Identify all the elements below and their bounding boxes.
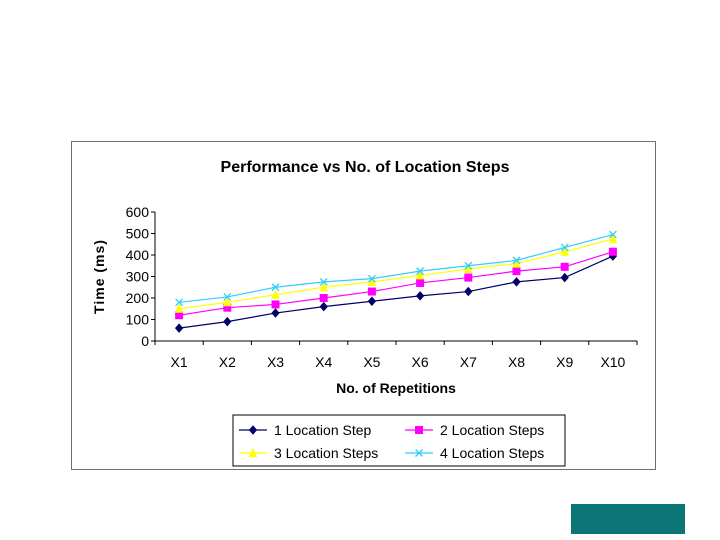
data-point <box>271 300 280 309</box>
y-tick-label: 400 <box>126 247 150 263</box>
y-tick-label: 600 <box>126 204 150 220</box>
legend-box <box>232 414 566 467</box>
data-point <box>560 243 569 252</box>
x-tick-label: X6 <box>412 354 429 370</box>
data-point <box>464 261 473 270</box>
y-tick-label: 300 <box>126 269 150 285</box>
x-tick-label: X3 <box>267 354 284 370</box>
marker-stroke <box>512 256 521 265</box>
y-axis-label: Time (ms) <box>91 239 107 314</box>
data-point <box>512 258 521 268</box>
data-point <box>416 278 425 287</box>
data-point <box>560 262 569 271</box>
data-point <box>319 277 328 286</box>
y-tick-label: 100 <box>126 312 150 328</box>
x-tick-label: X5 <box>363 354 380 370</box>
data-point <box>223 292 232 301</box>
x-tick-label: X7 <box>460 354 477 370</box>
x-tick-label: X9 <box>556 354 573 370</box>
marker-stroke <box>608 230 617 239</box>
data-point <box>319 282 328 292</box>
series-line-3 <box>179 238 614 310</box>
marker-stroke <box>223 292 232 301</box>
data-point <box>464 286 473 297</box>
data-point <box>367 274 376 283</box>
data-point <box>560 272 569 283</box>
chart-container: Performance vs No. of Location Steps 0 10… <box>71 141 656 470</box>
x-tick-label: X10 <box>600 354 625 370</box>
slide-accent-bar <box>571 504 685 534</box>
data-point <box>415 291 425 301</box>
data-point <box>271 289 280 299</box>
marker-stroke <box>175 298 184 307</box>
marker-stroke <box>367 274 376 283</box>
legend-item-2: 2 Location Steps <box>405 422 544 438</box>
legend-item-4: 4 Location Steps <box>405 445 544 461</box>
y-tick-label: 200 <box>126 290 150 306</box>
series-line-2 <box>179 251 614 316</box>
x-tick-label: X8 <box>508 354 525 370</box>
data-point <box>415 270 425 280</box>
legend-item-1: 1 Location Step <box>239 422 372 438</box>
series-line-4 <box>179 233 614 303</box>
x-tick-label: X1 <box>171 354 188 370</box>
data-point <box>367 287 376 296</box>
legend-label: 2 Location Steps <box>440 422 544 438</box>
series-layer <box>174 230 618 333</box>
data-point <box>174 303 184 313</box>
data-point <box>223 297 232 307</box>
marker-stroke <box>271 283 280 292</box>
data-point <box>271 283 280 292</box>
legend: 1 Location Step 2 Location Steps 3 Locatio… <box>232 414 566 467</box>
x-axis-label: No. of Repetitions <box>336 380 456 396</box>
legend-marker <box>248 425 258 435</box>
legend-label: 1 Location Step <box>274 422 372 438</box>
legend-label: 3 Location Steps <box>274 445 378 461</box>
y-tick-label: 0 <box>141 333 149 349</box>
data-point <box>319 294 328 302</box>
series-4 <box>175 230 617 307</box>
data-point <box>464 273 473 282</box>
data-point <box>367 296 377 306</box>
marker-stroke <box>464 261 473 270</box>
data-point <box>271 308 280 318</box>
series-2 <box>175 247 617 320</box>
data-point <box>560 246 569 256</box>
legend-marker <box>415 449 423 457</box>
series-line-1 <box>179 255 614 329</box>
data-point <box>608 247 617 256</box>
marker-stroke <box>416 267 425 276</box>
legend-marker <box>248 447 258 457</box>
marker-stroke <box>319 277 328 286</box>
legend-marker <box>415 426 423 434</box>
x-tick-label: X4 <box>315 354 332 370</box>
data-point <box>367 276 377 286</box>
series-1 <box>174 251 618 333</box>
x-tick-label: X2 <box>219 354 236 370</box>
marker-stroke <box>560 243 569 252</box>
data-point <box>512 267 521 276</box>
data-point <box>608 230 617 239</box>
data-point <box>416 267 425 276</box>
y-tick-label: 500 <box>126 226 150 242</box>
legend-item-3: 3 Location Steps <box>239 445 378 461</box>
axes: 0 100 200 300 400 500 600 X1 X2 X3 X4 X5 X6 X7 X8 X9 X10… <box>91 204 638 396</box>
data-point <box>175 298 184 307</box>
data-point <box>608 233 618 243</box>
legend-label: 4 Location Steps <box>440 445 544 461</box>
data-point <box>464 263 473 273</box>
line-chart: Performance vs No. of Location Steps 0 10… <box>91 159 638 467</box>
chart-title: Performance vs No. of Location Steps <box>221 159 510 176</box>
data-point <box>512 256 521 265</box>
data-point <box>512 277 521 287</box>
data-point <box>319 301 328 312</box>
marker-stroke <box>415 449 423 457</box>
data-point <box>174 323 184 333</box>
series-3 <box>174 233 618 313</box>
data-point <box>223 316 232 327</box>
